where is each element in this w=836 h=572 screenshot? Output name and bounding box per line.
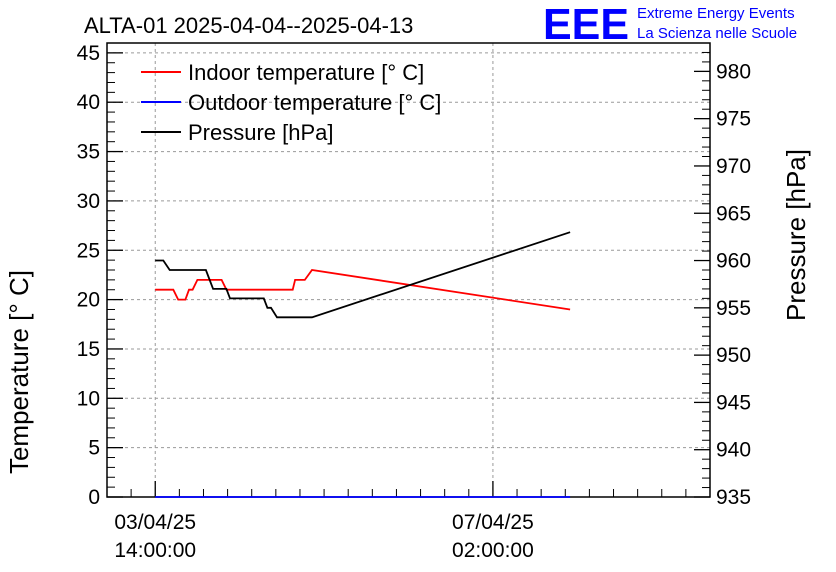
y2-tick-label: 935 bbox=[716, 486, 751, 509]
y-tick-label: 5 bbox=[88, 437, 100, 460]
y-tick-label: 20 bbox=[77, 289, 100, 312]
y-tick-label: 30 bbox=[77, 190, 100, 213]
y2-tick-label: 965 bbox=[716, 202, 751, 225]
grid bbox=[107, 43, 710, 497]
y-tick-label: 25 bbox=[77, 239, 100, 262]
pressure-line bbox=[155, 231, 571, 319]
x-tick-label-date: 07/04/25 bbox=[452, 511, 534, 534]
y-tick-label: 0 bbox=[88, 486, 100, 509]
y2-tick-label: 950 bbox=[716, 344, 751, 367]
y2-tick-label: 955 bbox=[716, 297, 751, 320]
series-group bbox=[155, 231, 571, 498]
chart-title: ALTA-01 2025-04-04--2025-04-13 bbox=[84, 13, 413, 38]
x-tick-label-date: 03/04/25 bbox=[114, 511, 196, 534]
y2-tick-label: 980 bbox=[716, 60, 751, 83]
eee-logo: EEE Extreme Energy Events La Scienza nel… bbox=[543, 0, 797, 49]
y2-tick-label: 970 bbox=[716, 155, 751, 178]
x-tick-label-time: 02:00:00 bbox=[452, 539, 534, 562]
legend-label-pressure: Pressure [hPa] bbox=[188, 120, 334, 145]
legend-label-indoor: Indoor temperature [° C] bbox=[188, 60, 424, 85]
legend-label-outdoor: Outdoor temperature [° C] bbox=[188, 90, 441, 115]
tick-labels: 0 5 10 15 20 25 30 35 40 45 935 940 945 950 955 960 965 9… bbox=[77, 42, 751, 562]
logo-line1: Extreme Energy Events bbox=[637, 5, 795, 22]
eee-logo-mark: EEE bbox=[543, 0, 629, 49]
y2-tick-label: 960 bbox=[716, 250, 751, 273]
legend: Indoor temperature [° C] Outdoor tempera… bbox=[141, 60, 441, 145]
y-tick-label: 35 bbox=[77, 141, 100, 164]
y2-tick-label: 975 bbox=[716, 108, 751, 131]
logo-line2: La Scienza nelle Scuole bbox=[637, 25, 797, 42]
y-tick-label: 10 bbox=[77, 387, 100, 410]
axis-ticks bbox=[106, 51, 711, 498]
y2-tick-label: 940 bbox=[716, 439, 751, 462]
y-axis-title: Temperature [° C] bbox=[4, 270, 34, 474]
y-tick-label: 45 bbox=[77, 42, 100, 65]
x-tick-label-time: 14:00:00 bbox=[114, 539, 196, 562]
y2-tick-label: 945 bbox=[716, 391, 751, 414]
y2-axis-title: Pressure [hPa] bbox=[781, 149, 811, 321]
y-tick-label: 15 bbox=[77, 338, 100, 361]
y-tick-label: 40 bbox=[77, 91, 100, 114]
